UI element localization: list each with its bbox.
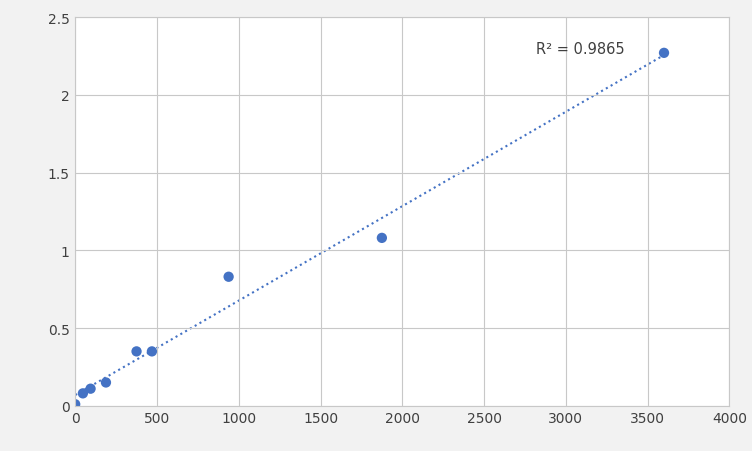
Point — [146, 348, 158, 355]
Point — [131, 348, 143, 355]
Point — [223, 273, 235, 281]
Point — [84, 385, 96, 392]
Point — [69, 401, 81, 408]
Point — [100, 379, 112, 386]
Point — [376, 235, 388, 242]
Text: R² = 0.9865: R² = 0.9865 — [536, 42, 625, 57]
Point — [658, 50, 670, 57]
Point — [77, 390, 89, 397]
